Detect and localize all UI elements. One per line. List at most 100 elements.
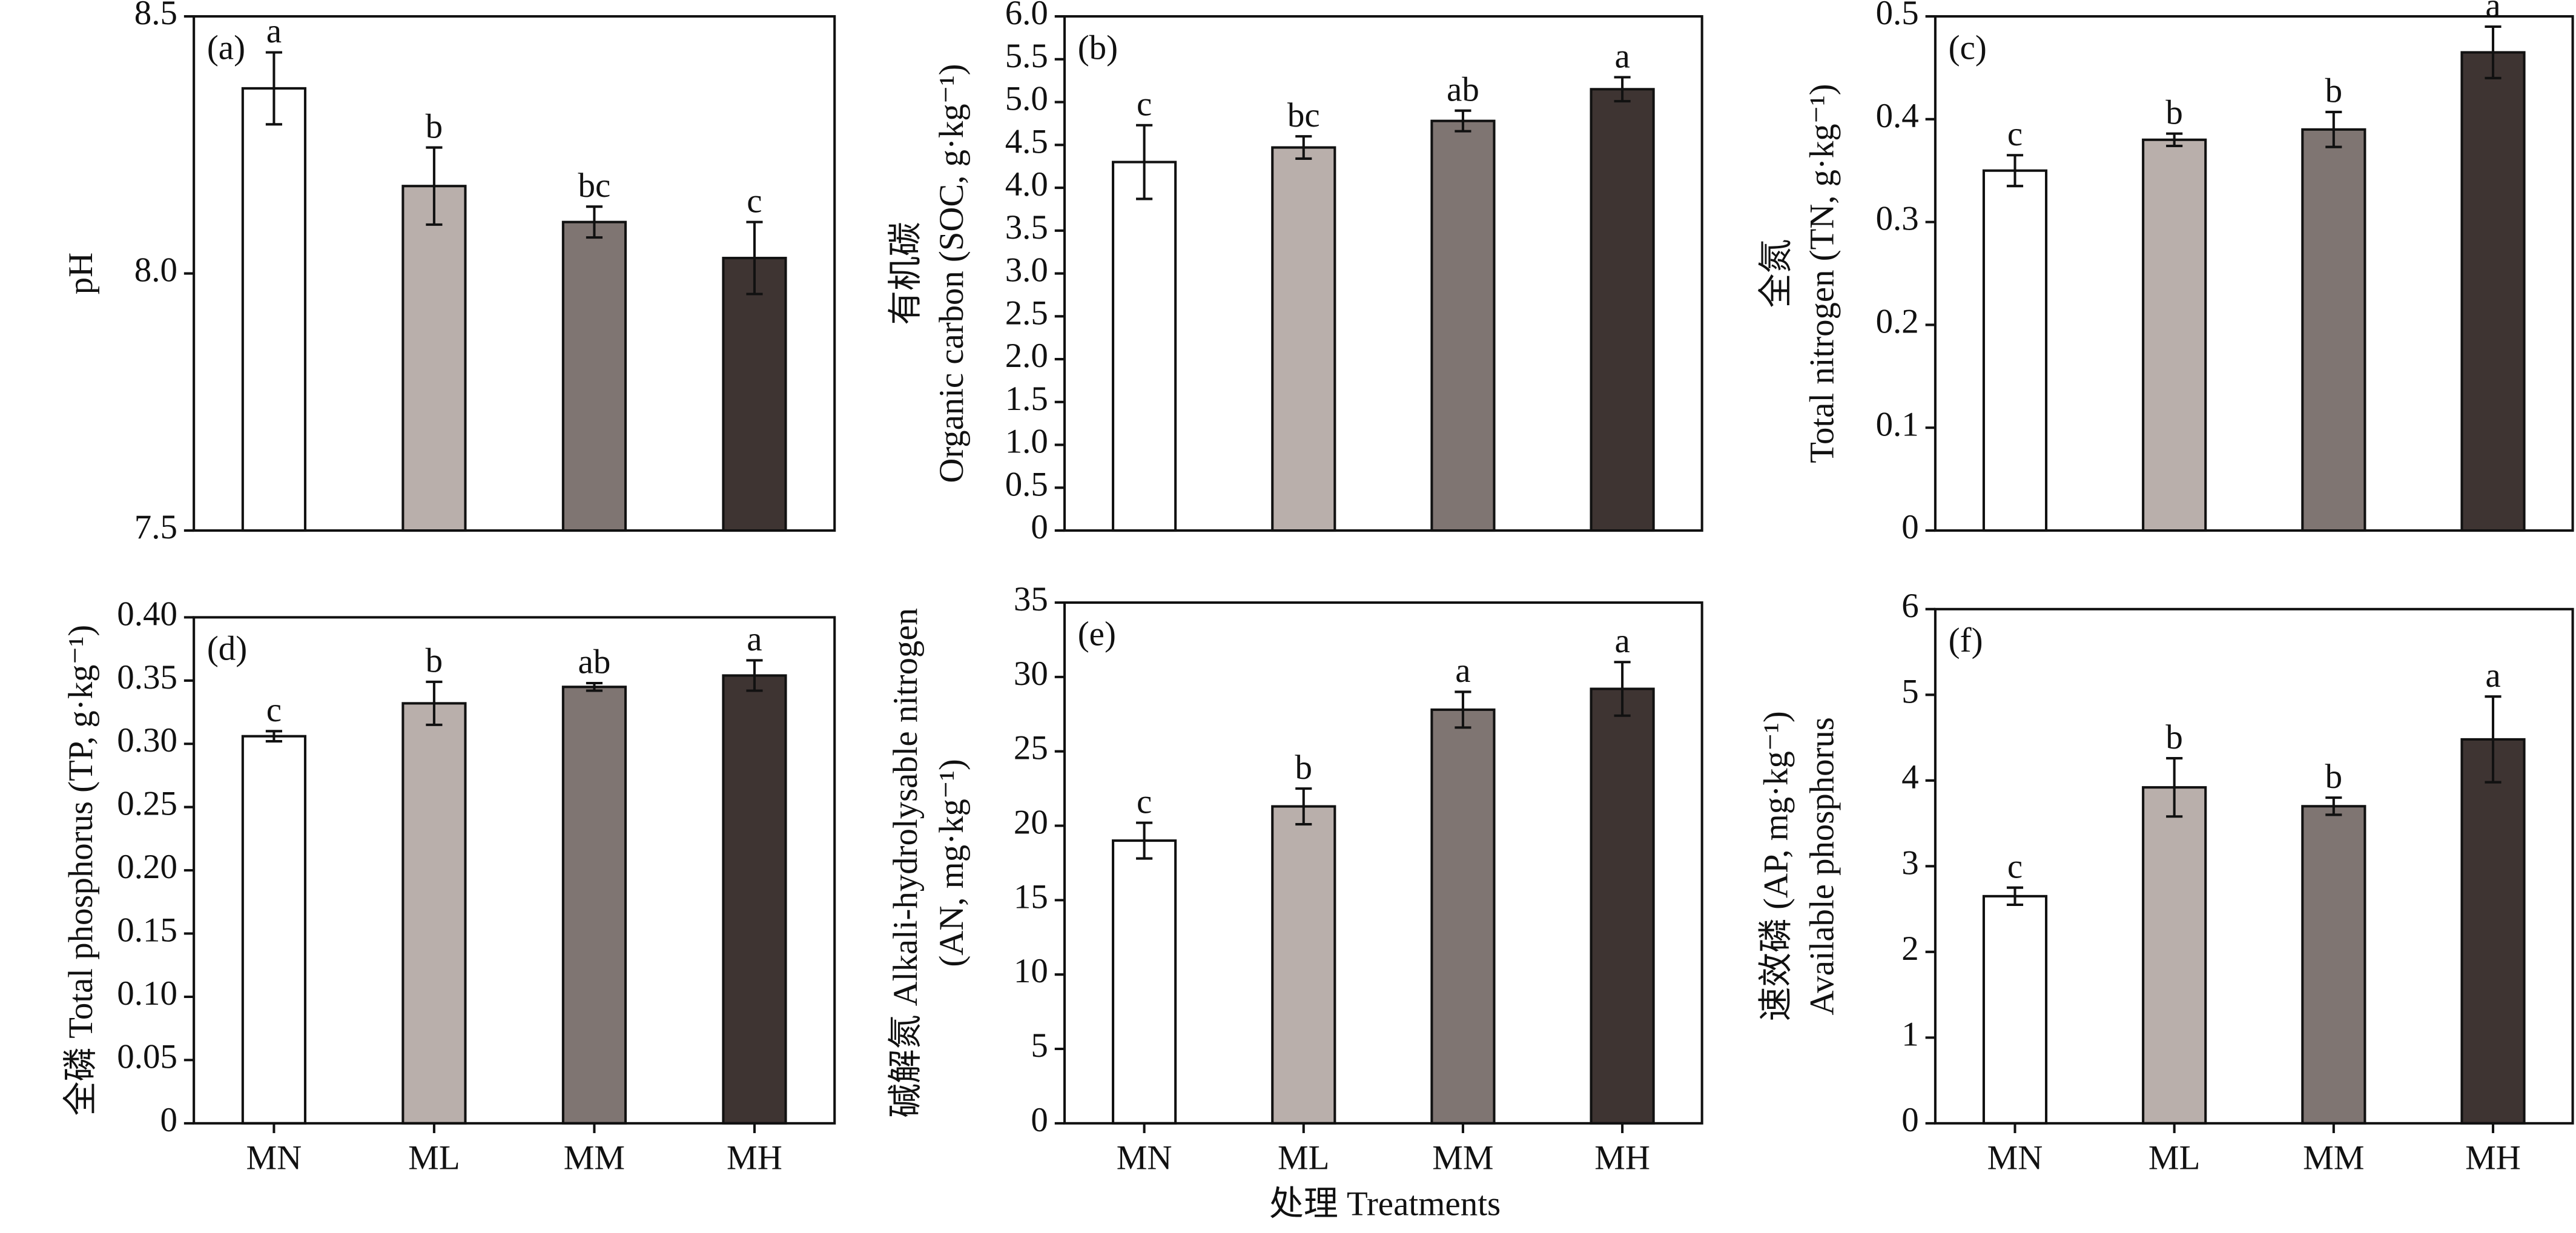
x-tick-label: MH xyxy=(1594,1139,1650,1177)
bar xyxy=(1271,805,1336,1125)
significance-letter: bc xyxy=(578,167,611,205)
bar xyxy=(2301,128,2366,532)
y-tick-label: 1.5 xyxy=(1005,380,1048,418)
y-axis-title: pH xyxy=(62,253,100,294)
bar xyxy=(1590,687,1655,1125)
x-axis-title: 处理 Treatments xyxy=(1269,1185,1501,1223)
bar xyxy=(401,185,467,532)
panel-label: (b) xyxy=(1078,28,1118,67)
y-tick-label: 4 xyxy=(1901,758,1918,796)
y-tick-label: 25 xyxy=(1014,729,1048,767)
significance-letter: a xyxy=(2485,0,2500,25)
y-axis-title: 碱解氮 Alkali-hydrolysable nitrogen xyxy=(887,608,925,1118)
significance-letter: a xyxy=(266,12,282,50)
bar xyxy=(1430,708,1496,1125)
x-tick-label: MN xyxy=(1987,1139,2043,1177)
y-tick-label: 1.0 xyxy=(1005,423,1048,461)
y-tick-label: 6.0 xyxy=(1005,0,1048,32)
plot-frame xyxy=(1063,601,1703,1125)
y-tick-label: 20 xyxy=(1014,804,1048,842)
bar xyxy=(561,686,627,1125)
y-tick-label: 30 xyxy=(1014,655,1048,693)
y-tick-label: 5 xyxy=(1901,672,1918,710)
significance-letter: b xyxy=(1295,749,1312,787)
significance-letter: a xyxy=(1614,622,1630,660)
x-tick-label: MH xyxy=(727,1139,782,1177)
y-tick-label: 0.3 xyxy=(1876,200,1919,238)
x-tick-label: MH xyxy=(2465,1139,2521,1177)
y-tick-label: 35 xyxy=(1014,580,1048,618)
y-tick-label: 4.0 xyxy=(1005,165,1048,203)
bar xyxy=(401,702,467,1125)
plot-frame xyxy=(1934,607,2574,1125)
y-tick-label: 0 xyxy=(1031,1101,1048,1139)
y-axis-title: 速效磷 (AP, mg·kg⁻¹) xyxy=(1757,711,1795,1021)
bar xyxy=(2460,738,2526,1125)
significance-letter: c xyxy=(2007,848,2023,886)
y-tick-label: 8.0 xyxy=(134,251,177,289)
y-tick-label: 5 xyxy=(1031,1026,1048,1065)
bar xyxy=(1271,146,1336,532)
bar xyxy=(2142,786,2207,1125)
bar xyxy=(1112,839,1177,1125)
significance-letter: c xyxy=(1137,85,1152,124)
y-tick-label: 3.5 xyxy=(1005,208,1048,246)
y-tick-label: 0.1 xyxy=(1876,405,1919,443)
bar xyxy=(1112,160,1177,532)
panel-label: (d) xyxy=(207,630,247,668)
significance-letter: c xyxy=(747,182,762,220)
significance-letter: a xyxy=(2485,656,2500,695)
x-tick-label: MN xyxy=(1117,1139,1172,1177)
y-tick-label: 0.35 xyxy=(117,658,177,696)
y-axis-title: 有机碳 xyxy=(887,222,925,325)
panel-label: (f) xyxy=(1949,621,1983,659)
x-tick-label: ML xyxy=(2148,1139,2200,1177)
bar xyxy=(1590,88,1655,532)
significance-letter: ab xyxy=(578,643,611,681)
y-tick-label: 5.0 xyxy=(1005,80,1048,118)
x-tick-label: MM xyxy=(564,1139,625,1177)
significance-letter: b xyxy=(2325,72,2342,110)
y-tick-label: 0 xyxy=(1031,508,1048,546)
x-tick-label: MN xyxy=(246,1139,302,1177)
x-tick-label: MM xyxy=(1432,1139,1493,1177)
y-tick-label: 0 xyxy=(1901,508,1918,546)
y-tick-label: 0.2 xyxy=(1876,303,1919,341)
y-tick-label: 1 xyxy=(1901,1015,1918,1053)
y-tick-label: 0 xyxy=(1901,1101,1918,1139)
bar xyxy=(1982,894,2048,1125)
y-tick-label: 0.20 xyxy=(117,848,177,886)
significance-letter: b xyxy=(426,642,443,680)
bar xyxy=(2301,805,2366,1125)
panel-label: (a) xyxy=(207,28,245,67)
plot-frame xyxy=(1063,15,1703,532)
bar xyxy=(1430,119,1496,532)
bar xyxy=(2142,138,2207,532)
significance-letter: a xyxy=(747,620,762,658)
y-tick-label: 6 xyxy=(1901,587,1918,625)
significance-letter: c xyxy=(266,691,282,729)
y-tick-label: 0.5 xyxy=(1876,0,1919,32)
bar xyxy=(1982,169,2048,532)
bar xyxy=(561,220,627,532)
y-tick-label: 0.05 xyxy=(117,1038,177,1076)
bar xyxy=(2460,51,2526,532)
y-tick-label: 8.5 xyxy=(134,0,177,32)
y-tick-label: 0.5 xyxy=(1005,465,1048,503)
y-tick-label: 5.5 xyxy=(1005,37,1048,75)
plot-frame xyxy=(193,616,836,1125)
panel-label: (e) xyxy=(1078,615,1116,653)
bar xyxy=(722,257,787,532)
y-tick-label: 15 xyxy=(1014,878,1048,916)
y-tick-label: 10 xyxy=(1014,952,1048,990)
significance-letter: c xyxy=(2007,115,2023,153)
significance-letter: b xyxy=(2165,93,2182,131)
y-tick-label: 0 xyxy=(160,1101,177,1139)
y-axis-title: (AN, mg·kg⁻¹) xyxy=(933,759,971,967)
x-tick-label: MM xyxy=(2303,1139,2364,1177)
significance-letter: a xyxy=(1614,37,1630,75)
x-tick-label: ML xyxy=(408,1139,460,1177)
bar xyxy=(241,735,306,1125)
y-tick-label: 0.15 xyxy=(117,911,177,950)
